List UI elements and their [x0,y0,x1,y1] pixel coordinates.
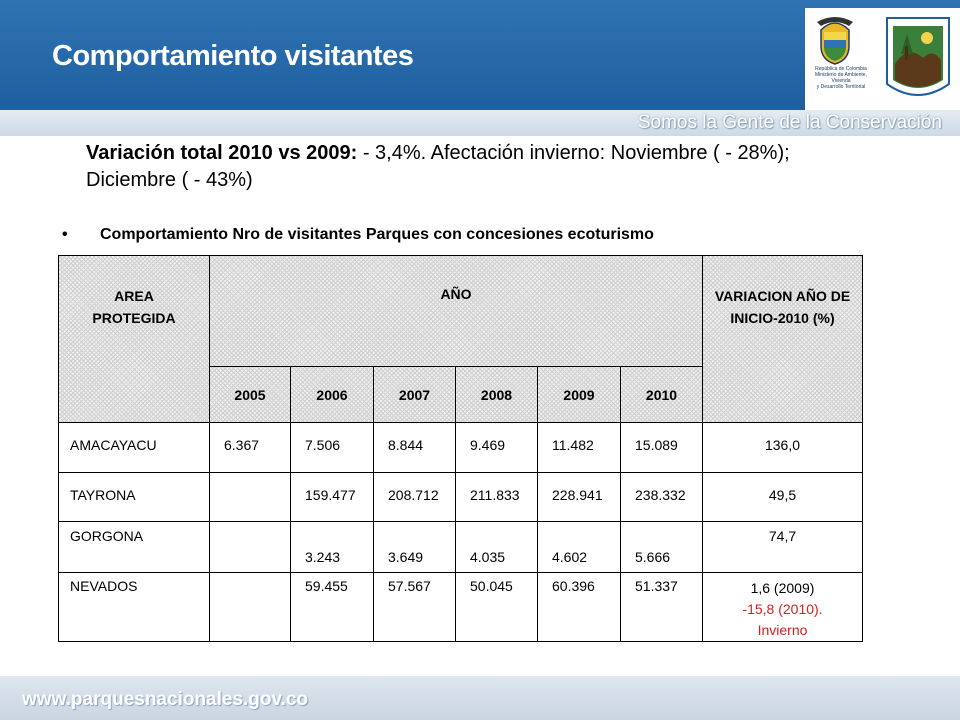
variation-alert-line: Invierno [757,622,808,638]
table-row: AMACAYACU 6.367 7.506 8.844 9.469 11.482… [58,422,863,473]
cell-value [209,521,291,573]
variation-alert-line: -15,8 (2010). [742,601,823,617]
row-area: NEVADOS [58,572,210,642]
cell-value: 6.367 [209,422,291,473]
table-row: TAYRONA 159.477 208.712 211.833 228.941 … [58,472,863,522]
row-variation: 49,5 [702,472,863,522]
footer-url: www.parquesnacionales.gov.co [22,689,309,710]
cell-value: 208.712 [373,472,456,522]
cell-value [209,472,291,522]
coat-caption: República de Colombia Ministerio de Ambi… [815,66,867,90]
cell-value: 3.243 [290,521,374,573]
row-variation: 1,6 (2009) -15,8 (2010). Invierno [702,572,863,642]
header-area-label: AREA PROTEGIDA [92,288,176,326]
slogan-band: Somos la Gente de la Conservación [0,110,960,136]
coat-of-arms-icon [817,17,853,65]
cell-value: 57.567 [373,572,456,642]
header-area: AREA PROTEGIDA [58,255,210,423]
cell-value: 3.649 [373,521,456,573]
cell-value: 238.332 [620,472,703,522]
summary-detail: - 3,4%. Afectación invierno: Noviembre (… [86,142,790,191]
cell-value: 211.833 [455,472,538,522]
cell-value: 4.035 [455,521,538,573]
row-variation: 74,7 [702,521,863,573]
cell-value: 4.602 [537,521,621,573]
summary-lead: Variación total 2010 vs 2009: [86,142,358,164]
cell-value: 59.455 [290,572,374,642]
cell-value: 7.506 [290,422,374,473]
cell-value: 11.482 [537,422,621,473]
cell-value: 5.666 [620,521,703,573]
table-row: GORGONA 3.243 3.649 4.035 4.602 5.666 74… [58,521,863,573]
year-2007: 2007 [373,366,456,423]
variation-line: 1,6 (2009) [750,580,815,596]
row-variation: 136,0 [702,422,863,473]
cell-value: 60.396 [537,572,621,642]
header-band: Comportamiento visitantes República de C… [0,0,960,112]
footer-band: www.parquesnacionales.gov.co [0,676,960,720]
cell-value: 159.477 [290,472,374,522]
row-area: AMACAYACU [58,422,210,473]
cell-value [209,572,291,642]
cell-value: 228.941 [537,472,621,522]
bullet-mark: • [62,226,68,243]
header-variation: VARIACION AÑO DE INICIO-2010 (%) [702,255,863,423]
row-area: TAYRONA [58,472,210,522]
cell-value: 15.089 [620,422,703,473]
table-row: NEVADOS 59.455 57.567 50.045 60.396 51.3… [58,572,863,642]
header-year: AÑO [209,255,703,367]
year-2010: 2010 [620,366,703,423]
year-2006: 2006 [290,366,374,423]
page-title: Comportamiento visitantes [52,40,414,72]
table-caption: Comportamiento Nro de visitantes Parques… [100,226,654,243]
logo-panel: República de Colombia Ministerio de Ambi… [805,8,960,112]
cell-value: 9.469 [455,422,538,473]
cell-value: 50.045 [455,572,538,642]
year-2008: 2008 [455,366,538,423]
year-2009: 2009 [537,366,621,423]
parks-logo-icon [886,17,950,96]
summary-text: Variación total 2010 vs 2009: - 3,4%. Af… [86,140,876,194]
cell-value: 51.337 [620,572,703,642]
visitors-table: AREA PROTEGIDA AÑO VARIACION AÑO DE INIC… [58,255,863,642]
row-area: GORGONA [58,521,210,573]
header-variation-label: VARIACION AÑO DE INICIO-2010 (%) [714,288,851,326]
cell-value: 8.844 [373,422,456,473]
year-2005: 2005 [209,366,291,423]
slogan-text: Somos la Gente de la Conservación [637,112,942,133]
